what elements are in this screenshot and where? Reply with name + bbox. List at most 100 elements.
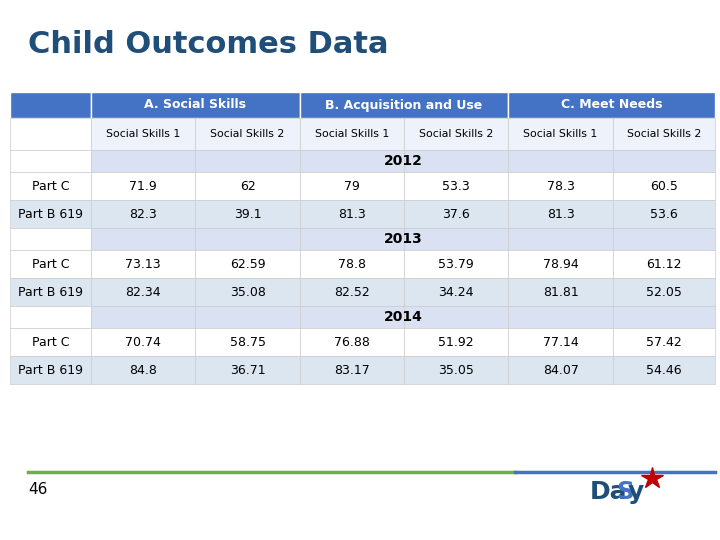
- Bar: [195, 228, 300, 250]
- Bar: [508, 250, 613, 278]
- Bar: [404, 250, 508, 278]
- Text: 78.3: 78.3: [546, 179, 575, 192]
- Bar: [508, 200, 613, 228]
- Bar: [195, 250, 300, 278]
- Text: 82.34: 82.34: [125, 286, 161, 299]
- Text: A. Social Skills: A. Social Skills: [145, 98, 246, 111]
- Bar: [508, 172, 613, 200]
- Bar: [300, 200, 404, 228]
- Bar: [404, 306, 508, 328]
- Bar: [300, 328, 404, 356]
- Text: 61.12: 61.12: [646, 258, 682, 271]
- Text: 78.94: 78.94: [543, 258, 578, 271]
- Bar: [613, 278, 715, 306]
- Bar: [195, 328, 300, 356]
- Text: Social Skills 1: Social Skills 1: [315, 129, 389, 139]
- Bar: [10, 172, 91, 200]
- Text: 34.24: 34.24: [438, 286, 474, 299]
- Bar: [300, 228, 404, 250]
- Text: Part C: Part C: [32, 258, 69, 271]
- Bar: [300, 150, 404, 172]
- Bar: [91, 200, 195, 228]
- Bar: [508, 306, 613, 328]
- Text: 2013: 2013: [384, 232, 423, 246]
- Text: 70.74: 70.74: [125, 335, 161, 348]
- Bar: [300, 172, 404, 200]
- Bar: [508, 228, 613, 250]
- Bar: [404, 172, 508, 200]
- Bar: [613, 150, 715, 172]
- Bar: [91, 92, 300, 118]
- Bar: [195, 278, 300, 306]
- Text: 58.75: 58.75: [230, 335, 266, 348]
- Bar: [613, 306, 715, 328]
- Text: 82.52: 82.52: [334, 286, 370, 299]
- Text: 54.46: 54.46: [646, 363, 682, 376]
- Text: 79: 79: [344, 179, 360, 192]
- Bar: [613, 328, 715, 356]
- Bar: [300, 92, 508, 118]
- Text: 62.59: 62.59: [230, 258, 266, 271]
- Text: 84.07: 84.07: [543, 363, 579, 376]
- Bar: [195, 172, 300, 200]
- Bar: [300, 118, 404, 150]
- Bar: [91, 228, 195, 250]
- Text: Part C: Part C: [32, 335, 69, 348]
- Bar: [10, 250, 91, 278]
- Bar: [195, 200, 300, 228]
- Bar: [404, 150, 508, 172]
- Bar: [404, 356, 508, 384]
- Text: 78.8: 78.8: [338, 258, 366, 271]
- Text: Social Skills 2: Social Skills 2: [627, 129, 701, 139]
- Text: C. Meet Needs: C. Meet Needs: [561, 98, 662, 111]
- Bar: [613, 356, 715, 384]
- Bar: [613, 228, 715, 250]
- Text: 76.88: 76.88: [334, 335, 370, 348]
- Bar: [10, 356, 91, 384]
- Text: Social Skills 1: Social Skills 1: [523, 129, 598, 139]
- Text: 52.05: 52.05: [646, 286, 682, 299]
- Bar: [195, 356, 300, 384]
- Text: 77.14: 77.14: [543, 335, 578, 348]
- Text: 73.13: 73.13: [125, 258, 161, 271]
- Bar: [404, 200, 508, 228]
- Bar: [10, 328, 91, 356]
- Text: 81.3: 81.3: [338, 207, 366, 220]
- Bar: [404, 328, 508, 356]
- Bar: [613, 200, 715, 228]
- Text: 2012: 2012: [384, 154, 423, 168]
- Bar: [195, 150, 300, 172]
- Bar: [300, 250, 404, 278]
- Bar: [508, 150, 613, 172]
- Text: 46: 46: [28, 483, 48, 497]
- Text: 53.3: 53.3: [442, 179, 470, 192]
- Text: 60.5: 60.5: [650, 179, 678, 192]
- Bar: [508, 356, 613, 384]
- Text: 53.79: 53.79: [438, 258, 474, 271]
- Bar: [91, 328, 195, 356]
- Bar: [300, 278, 404, 306]
- Bar: [10, 200, 91, 228]
- Text: Da: Da: [590, 480, 628, 504]
- Bar: [10, 92, 91, 118]
- Text: 62: 62: [240, 179, 256, 192]
- Bar: [508, 278, 613, 306]
- Bar: [91, 278, 195, 306]
- Bar: [91, 172, 195, 200]
- Bar: [195, 118, 300, 150]
- Text: 83.17: 83.17: [334, 363, 370, 376]
- Bar: [508, 92, 715, 118]
- Bar: [91, 118, 195, 150]
- Text: 81.81: 81.81: [543, 286, 578, 299]
- Text: Part B 619: Part B 619: [18, 207, 83, 220]
- Bar: [404, 118, 508, 150]
- Text: 37.6: 37.6: [442, 207, 470, 220]
- Text: B. Acquisition and Use: B. Acquisition and Use: [325, 98, 482, 111]
- Text: 71.9: 71.9: [130, 179, 157, 192]
- Text: 84.8: 84.8: [130, 363, 157, 376]
- Bar: [613, 172, 715, 200]
- Text: 81.3: 81.3: [546, 207, 575, 220]
- Bar: [404, 228, 508, 250]
- Text: 35.08: 35.08: [230, 286, 266, 299]
- Bar: [91, 306, 195, 328]
